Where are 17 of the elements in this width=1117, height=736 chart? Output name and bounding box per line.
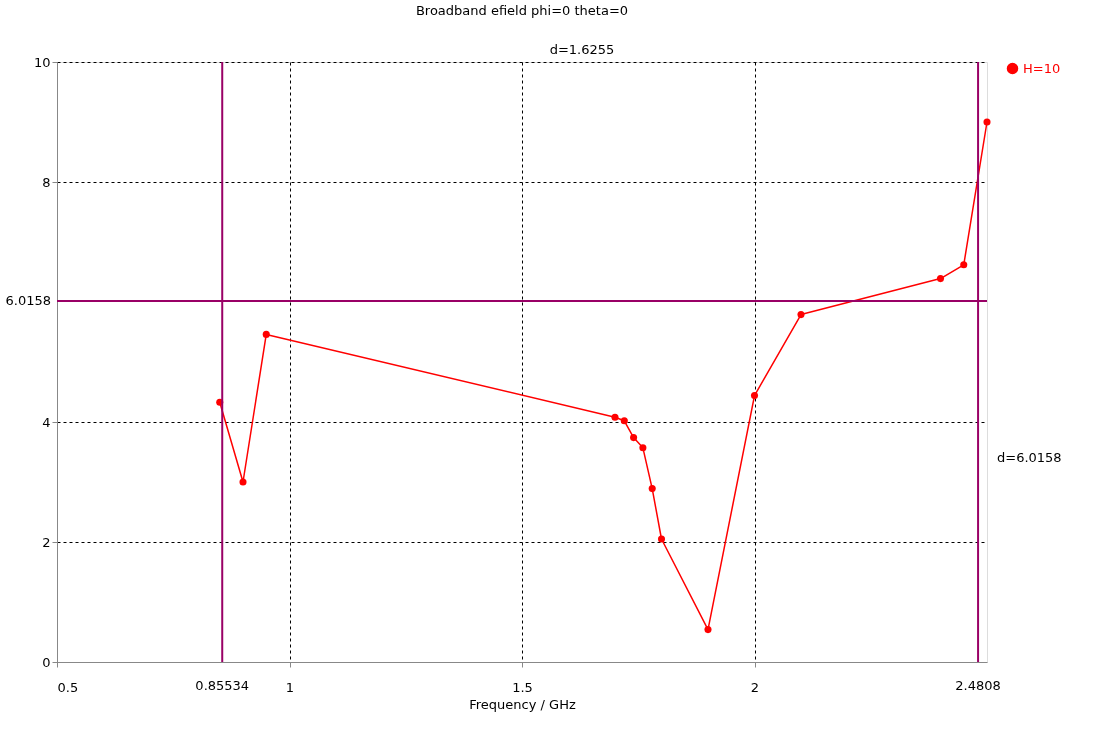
text: d=6.0158 (997, 450, 1062, 465)
x-tick-label: 0.5 (57, 679, 79, 695)
legend-label: H=10 (1023, 60, 1061, 76)
x-tick-label: 1.5 (512, 679, 533, 695)
x-tick-label: 2 (750, 679, 760, 695)
ref-line-label: 0.85534 (195, 678, 250, 693)
chart-title: Broadband efield phi=0 theta=0 (415, 3, 629, 18)
x-tick-label: 1 (285, 679, 295, 695)
ref-line-label: 2.4808 (955, 678, 1001, 693)
y-tick-label: 0 (42, 654, 51, 670)
y-tick-label: 8 (42, 174, 51, 190)
x-axis-title: Frequency / GHz (469, 696, 576, 712)
ref-line-label: 6.0158 (5, 293, 51, 309)
y-tick-label: 4 (42, 414, 51, 430)
y-tick-label: 2 (42, 534, 51, 550)
text: d=1.6255 (549, 42, 615, 57)
y-tick-label: 10 (33, 54, 51, 70)
